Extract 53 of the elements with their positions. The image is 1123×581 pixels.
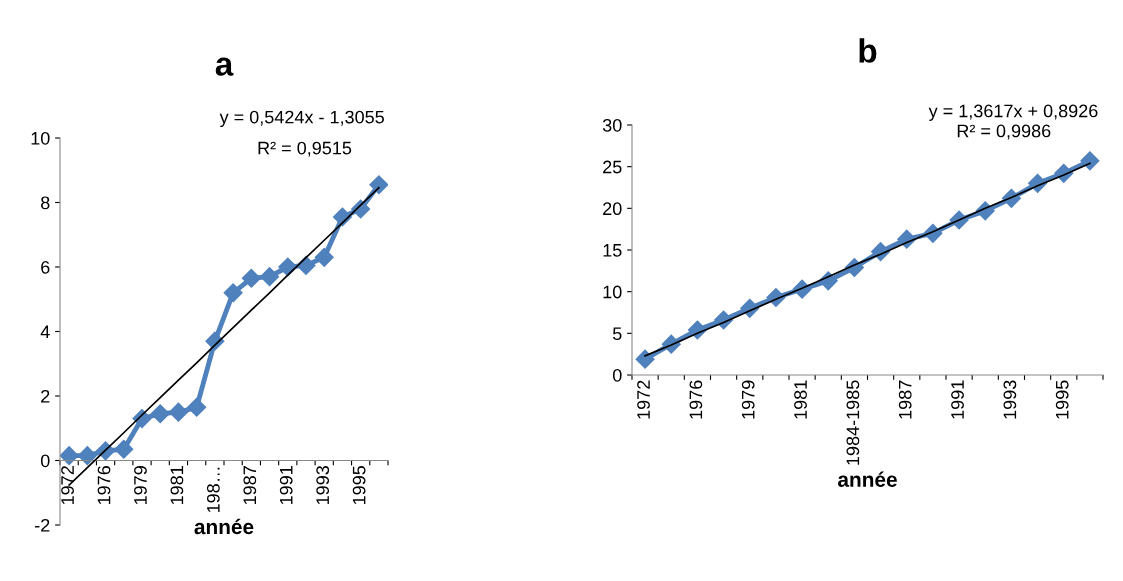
x-tick-label: 1987 bbox=[243, 466, 257, 505]
y-tick-label: 30 bbox=[602, 118, 622, 132]
y-tick-label: 10 bbox=[603, 285, 622, 299]
chart-title: a bbox=[215, 57, 234, 76]
y-tick-label: 8 bbox=[41, 196, 50, 210]
x-axis-title: année bbox=[194, 518, 254, 535]
text: y = 0,5424x - 1,3055 bbox=[219, 110, 384, 128]
y-tick-label: 6 bbox=[41, 260, 50, 274]
x-tick-label: 1979 bbox=[741, 380, 755, 419]
x-tick-label: 1976 bbox=[689, 380, 703, 419]
y-tick-label: -2 bbox=[35, 518, 50, 532]
x-tick-label: 1984-1985 bbox=[846, 380, 860, 465]
point bbox=[241, 268, 261, 288]
point bbox=[168, 402, 188, 422]
point bbox=[150, 404, 170, 424]
y-tick-label: 10 bbox=[31, 131, 50, 145]
x-tick-label: 1976 bbox=[97, 466, 111, 505]
y-tick-label: 15 bbox=[603, 244, 622, 257]
x-tick-label: 1993 bbox=[316, 466, 330, 505]
x-tick-label: 1991 bbox=[951, 380, 964, 419]
point bbox=[369, 175, 388, 195]
y-tick-label: 25 bbox=[603, 160, 622, 174]
point bbox=[635, 349, 655, 369]
y-tick-label: 2 bbox=[41, 389, 50, 403]
x-tick-label: 198… bbox=[206, 467, 220, 513]
text: y = 1,3617x + 0,8926 bbox=[928, 104, 1098, 121]
x-axis-title: année bbox=[838, 471, 897, 487]
y-tick-label: 4 bbox=[40, 325, 50, 339]
y-tick-label: 20 bbox=[603, 202, 622, 216]
annotation: R² = 0,9515 bbox=[258, 141, 352, 157]
point bbox=[314, 247, 334, 267]
point bbox=[1080, 151, 1100, 171]
x-tick-label: 1995 bbox=[1055, 380, 1069, 419]
point bbox=[223, 283, 243, 303]
chart-title: b bbox=[859, 38, 877, 63]
x-tick-label: 1995 bbox=[352, 465, 366, 505]
x-tick-label: 1979 bbox=[134, 466, 147, 505]
point bbox=[187, 397, 207, 417]
y-tick-label: 5 bbox=[612, 327, 622, 341]
x-tick-label: 1972 bbox=[637, 380, 650, 419]
x-tick-label: 1993 bbox=[1003, 380, 1017, 419]
annotation: R² = 0,9986 bbox=[957, 124, 1051, 140]
point bbox=[77, 446, 97, 466]
y-tick-label: 0 bbox=[612, 368, 622, 382]
point bbox=[114, 439, 134, 459]
point bbox=[60, 446, 79, 466]
x-tick-label: 1991 bbox=[279, 466, 293, 505]
x-tick-label: 1981 bbox=[794, 380, 807, 419]
y-tick-label: 0 bbox=[40, 454, 50, 468]
x-tick-label: 1972 bbox=[61, 466, 74, 505]
point bbox=[260, 267, 280, 287]
x-tick-label: 1981 bbox=[170, 466, 184, 505]
x-tick-label: 1987 bbox=[898, 380, 912, 419]
